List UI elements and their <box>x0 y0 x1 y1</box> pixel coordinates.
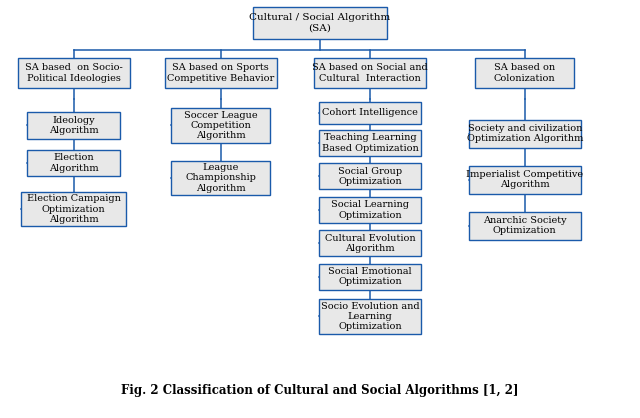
FancyBboxPatch shape <box>319 197 421 223</box>
FancyBboxPatch shape <box>314 58 426 88</box>
Text: Election Campaign
Optimization
Algorithm: Election Campaign Optimization Algorithm <box>27 194 120 224</box>
FancyBboxPatch shape <box>319 102 421 124</box>
FancyBboxPatch shape <box>319 299 421 334</box>
FancyBboxPatch shape <box>319 163 421 189</box>
Text: Teaching Learning
Based Optimization: Teaching Learning Based Optimization <box>321 133 419 153</box>
Text: SA based  on Socio-
Political Ideologies: SA based on Socio- Political Ideologies <box>25 64 122 83</box>
Text: Cultural Evolution
Algorithm: Cultural Evolution Algorithm <box>324 234 415 253</box>
FancyBboxPatch shape <box>172 161 270 195</box>
Text: Social Learning
Optimization: Social Learning Optimization <box>331 200 409 219</box>
FancyBboxPatch shape <box>319 230 421 256</box>
FancyBboxPatch shape <box>468 212 581 240</box>
Text: Social Group
Optimization: Social Group Optimization <box>338 167 402 186</box>
Text: Social Emotional
Optimization: Social Emotional Optimization <box>328 267 412 286</box>
Text: Soccer League
Competition
Algorithm: Soccer League Competition Algorithm <box>184 110 258 140</box>
FancyBboxPatch shape <box>319 264 421 290</box>
Text: Socio Evolution and
Learning
Optimization: Socio Evolution and Learning Optimizatio… <box>321 301 419 331</box>
Text: Imperialist Competitive
Algorithm: Imperialist Competitive Algorithm <box>466 170 584 189</box>
Text: SA based on Social and
Cultural  Interaction: SA based on Social and Cultural Interact… <box>312 64 428 83</box>
Text: League
Championship
Algorithm: League Championship Algorithm <box>186 163 256 193</box>
FancyBboxPatch shape <box>164 58 276 88</box>
FancyBboxPatch shape <box>475 58 575 88</box>
FancyBboxPatch shape <box>172 108 270 143</box>
Text: SA based on
Colonization: SA based on Colonization <box>494 64 556 83</box>
Text: Cohort Intelligence: Cohort Intelligence <box>322 108 418 117</box>
FancyBboxPatch shape <box>468 166 581 194</box>
Text: Ideology
Algorithm: Ideology Algorithm <box>49 116 99 135</box>
FancyBboxPatch shape <box>28 150 120 176</box>
FancyBboxPatch shape <box>468 120 581 148</box>
FancyBboxPatch shape <box>319 130 421 156</box>
FancyBboxPatch shape <box>28 112 120 139</box>
Text: Cultural / Social Algorithm
(SA): Cultural / Social Algorithm (SA) <box>250 13 390 33</box>
Text: Anarchic Society
Optimization: Anarchic Society Optimization <box>483 216 566 235</box>
Text: Election
Algorithm: Election Algorithm <box>49 153 99 173</box>
Text: SA based on Sports
Competitive Behavior: SA based on Sports Competitive Behavior <box>167 64 275 83</box>
Text: Fig. 2 Classification of Cultural and Social Algorithms [1, 2]: Fig. 2 Classification of Cultural and So… <box>121 384 519 398</box>
FancyBboxPatch shape <box>253 8 387 39</box>
Text: Society and civilization
Optimization Algorithm: Society and civilization Optimization Al… <box>467 124 583 143</box>
FancyBboxPatch shape <box>18 58 130 88</box>
FancyBboxPatch shape <box>20 192 127 226</box>
